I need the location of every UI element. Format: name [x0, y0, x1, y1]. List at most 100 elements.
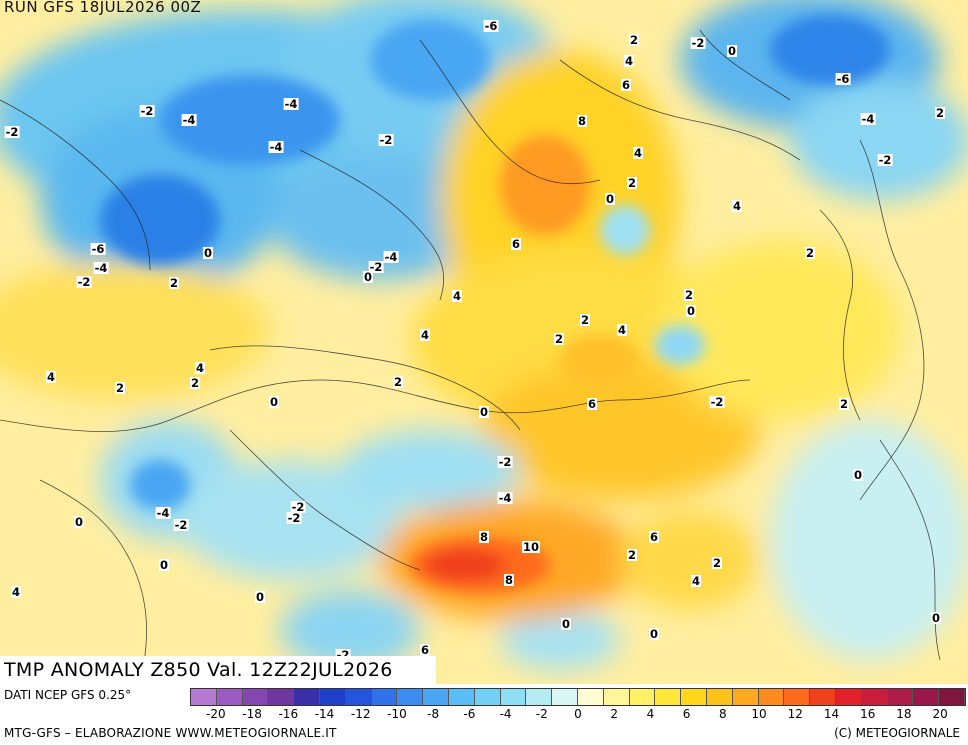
run-title: RUN GFS 18JUL2026 00Z: [4, 0, 202, 16]
contour-label: 10: [521, 540, 541, 554]
contour-label: 2: [553, 332, 565, 346]
contour-label: -2: [709, 395, 725, 409]
scale-swatch: [835, 689, 862, 705]
scale-swatch: [732, 689, 759, 705]
scale-swatch: [887, 689, 914, 705]
contour-label: -2: [368, 260, 384, 274]
contour-label: -2: [286, 511, 302, 525]
contour-label: 8: [503, 573, 515, 587]
scale-tick-label: -12: [350, 707, 371, 721]
scale-tick-label: -2: [535, 707, 548, 721]
contour-label: -4: [860, 112, 876, 126]
contour-label: 0: [648, 627, 660, 641]
scale-tick-label: -18: [242, 707, 262, 721]
contour-label: 2: [711, 556, 723, 570]
contour-label: -4: [283, 97, 299, 111]
contour-label: -2: [76, 275, 92, 289]
contour-label: -2: [290, 500, 306, 514]
scale-tick-label: -6: [463, 707, 476, 721]
contour-label: 0: [73, 515, 85, 529]
contour-label: -2: [173, 518, 189, 532]
scale-tick-label: 18: [896, 707, 912, 721]
contour-label: 4: [194, 361, 206, 375]
contour-label: 2: [392, 375, 404, 389]
scale-tick-label: 16: [860, 707, 876, 721]
credit-text: MTG-GFS – ELABORAZIONE WWW.METEOGIORNALE…: [4, 726, 337, 740]
scale-swatch: [939, 689, 965, 705]
scale-tick-label: 0: [574, 707, 582, 721]
scale-swatch: [577, 689, 604, 705]
scale-swatch: [655, 689, 682, 705]
data-source-note: DATI NCEP GFS 0.25°: [4, 688, 132, 702]
contour-label: -2: [378, 133, 394, 147]
contour-label: 4: [731, 199, 743, 213]
contour-label: -2: [690, 36, 706, 50]
scale-swatch: [681, 689, 707, 705]
contour-label: 0: [726, 44, 738, 58]
contour-label: 2: [168, 276, 180, 290]
scale-swatch: [345, 689, 372, 705]
contour-label: 2: [626, 176, 638, 190]
contour-label: 2: [189, 376, 201, 390]
contour-label: -2: [139, 104, 155, 118]
contour-label: -6: [90, 242, 106, 256]
contour-label: 6: [648, 530, 660, 544]
scale-swatch: [603, 689, 630, 705]
contour-label: -4: [93, 261, 109, 275]
scale-tick-label: 2: [610, 707, 619, 721]
scale-swatch: [861, 689, 888, 705]
contour-label: 0: [254, 590, 266, 604]
scale-swatch: [319, 689, 346, 705]
contour-label: 0: [604, 192, 616, 206]
contour-label: 0: [478, 405, 490, 419]
contour-label: 2: [628, 33, 640, 47]
scale-tick-label: -14: [314, 707, 335, 721]
scale-swatch: [423, 689, 449, 705]
scale-swatch: [706, 689, 733, 705]
contour-label: 2: [683, 288, 695, 302]
temperature-anomaly-map: -6 2 -2 0 4 6 -6 2 -4 -2 -2 -4 -4 -2 -4 -2 8 4 2 0 4 6 2 -6 0 -4-…: [0, 0, 968, 684]
scale-swatch: [784, 689, 811, 705]
scale-tick-label: 4: [646, 707, 655, 721]
contour-label: 4: [632, 146, 644, 160]
scale-swatch: [242, 689, 269, 705]
contour-label: 2: [579, 313, 591, 327]
scale-tick-label: -4: [499, 707, 512, 721]
scale-swatch: [810, 689, 836, 705]
scale-swatch: [371, 689, 398, 705]
contour-label: 6: [620, 78, 632, 92]
contour-label: 4: [419, 328, 431, 342]
contour-label: 0: [685, 304, 697, 318]
copyright-text: (C) METEOGIORNALE: [834, 726, 960, 740]
scale-tick-label: 10: [751, 707, 767, 721]
scale-tick-label: 8: [719, 707, 727, 721]
contour-label: 4: [45, 370, 57, 384]
scale-swatch: [758, 689, 785, 705]
map-title: TMP ANOMALY Z850 Val. 12Z22JUL2026: [0, 656, 436, 684]
contour-label: -4: [497, 491, 513, 505]
scale-tick-label: -8: [427, 707, 440, 721]
contour-label: -4: [181, 113, 197, 127]
scale-swatch: [526, 689, 553, 705]
contour-label: 2: [626, 548, 638, 562]
contour-label: 4: [616, 323, 628, 337]
contour-label: 2: [114, 381, 126, 395]
color-scale-ticks: -20 -18 -16 -14 -12 -10 -8 -6 -4 -2 0 2 4 6 8 10 12 14 16 1…: [190, 707, 966, 723]
scale-swatch: [191, 689, 217, 705]
scale-swatch: [216, 689, 243, 705]
color-scale-legend: [190, 688, 966, 706]
contour-label: -4: [155, 506, 171, 520]
scale-swatch: [629, 689, 656, 705]
contour-label: 0: [268, 395, 280, 409]
contour-label: 4: [690, 574, 702, 588]
scale-tick-label: 14: [823, 707, 840, 721]
contour-label: -2: [4, 125, 20, 139]
contour-label: -2: [877, 153, 893, 167]
contour-label: -4: [268, 140, 284, 154]
scale-swatch: [552, 689, 578, 705]
scale-tick-label: -10: [387, 707, 407, 721]
contour-label: 6: [510, 237, 522, 251]
contour-label: -6: [483, 19, 499, 33]
scale-tick-label: 12: [787, 707, 803, 721]
contour-label: 0: [202, 246, 214, 260]
